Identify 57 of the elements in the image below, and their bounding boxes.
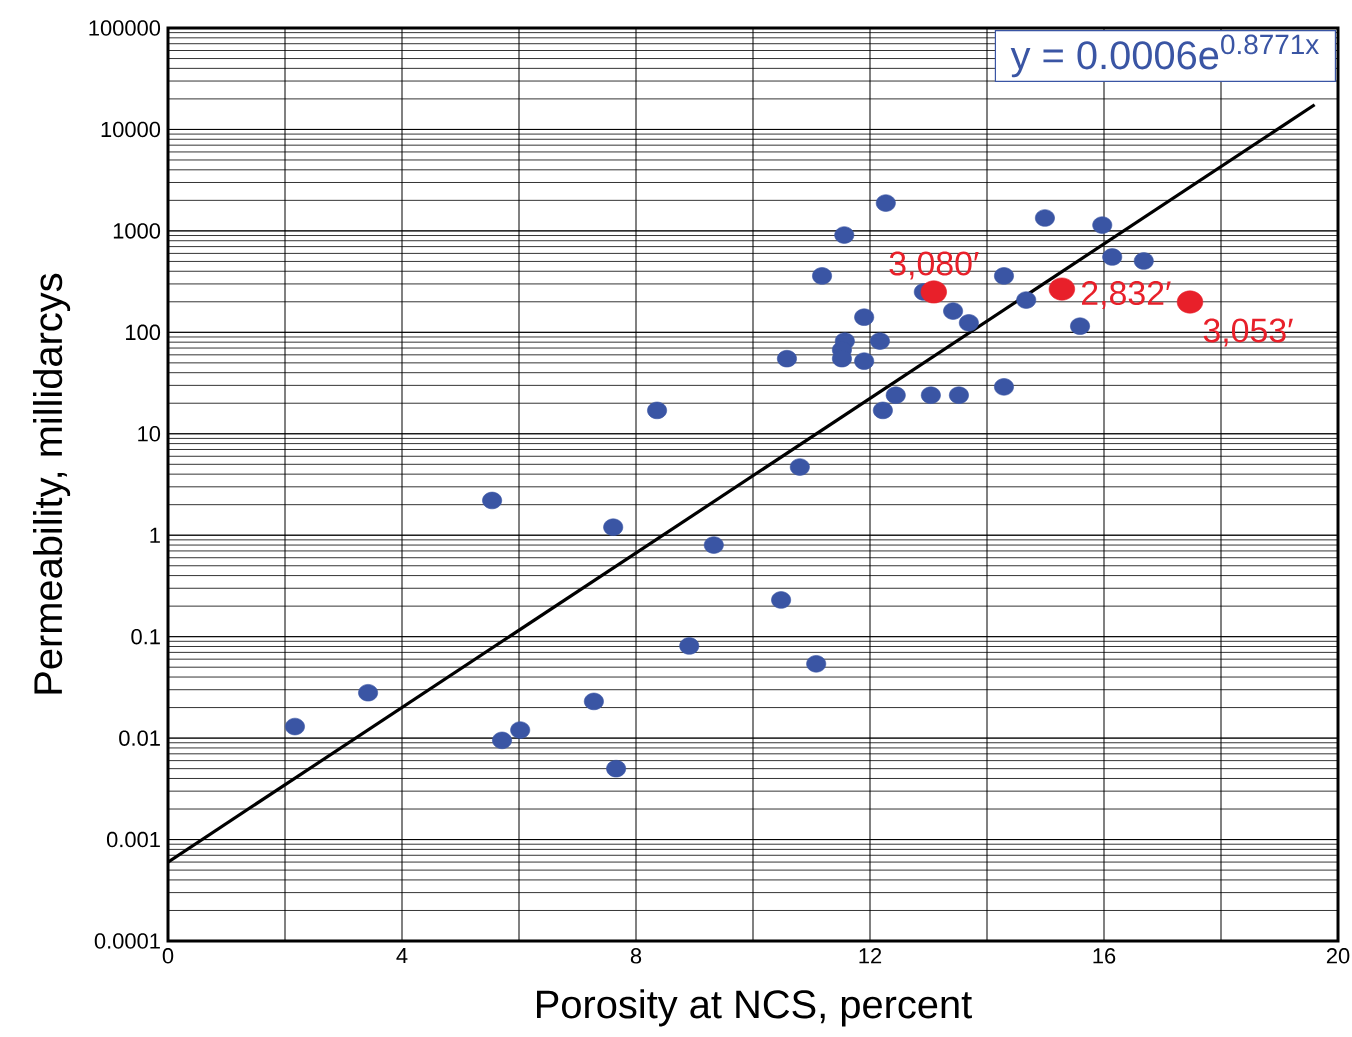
point [492,731,512,750]
point [1092,216,1113,234]
point [510,721,531,739]
point [870,332,890,350]
y-tick-label: 0.001 [106,831,160,848]
x-tick-label: 20 [1326,948,1350,964]
point [854,308,875,326]
point [885,386,906,404]
point [872,401,893,420]
point [358,684,378,702]
point [1176,290,1204,314]
point [875,194,896,212]
y-tick-label: 100 [126,324,161,341]
x-tick-label: 4 [396,948,408,964]
point [789,458,810,476]
y-tick-label: 10 [138,426,161,442]
y-tick-label: 10000 [101,121,161,138]
x-tick-label: 0 [162,948,174,964]
point [994,267,1014,285]
y-tick-label: 0.0001 [94,933,160,949]
point [943,302,963,320]
y-tick-label: 0.01 [119,730,160,746]
point [482,491,503,510]
annotation: y = 0.0006e$^{0.8771x}$ [1010,34,1319,78]
point [1133,252,1154,270]
point [583,692,604,711]
y-tick-label: 0.1 [131,628,160,645]
x-tick-label: 12 [859,948,882,964]
point [920,280,947,304]
point [777,350,797,368]
point [834,226,855,244]
point [1048,277,1076,301]
point [949,386,969,404]
point [1102,248,1123,266]
point [603,518,624,536]
point [1035,209,1055,227]
point [606,759,627,778]
y-axis-title: Permeability, millidarcys [33,273,71,694]
y-tick-label: 100000 [89,20,161,36]
x-tick-label: 8 [630,948,642,964]
y-tick-label: 1000 [113,223,161,239]
x-axis-title: Porosity at NCS, percent [537,989,972,1027]
point [994,378,1014,396]
point [703,536,724,554]
x-tick-label: 16 [1093,948,1116,964]
point [647,401,667,420]
point [920,386,941,404]
point [812,267,832,285]
point [679,637,700,655]
point [285,717,305,736]
point [958,314,979,332]
point [806,655,827,673]
point [854,352,875,370]
point [1016,291,1037,309]
point [771,591,792,609]
y-tick-label: 1 [150,527,160,543]
point [1070,317,1090,335]
